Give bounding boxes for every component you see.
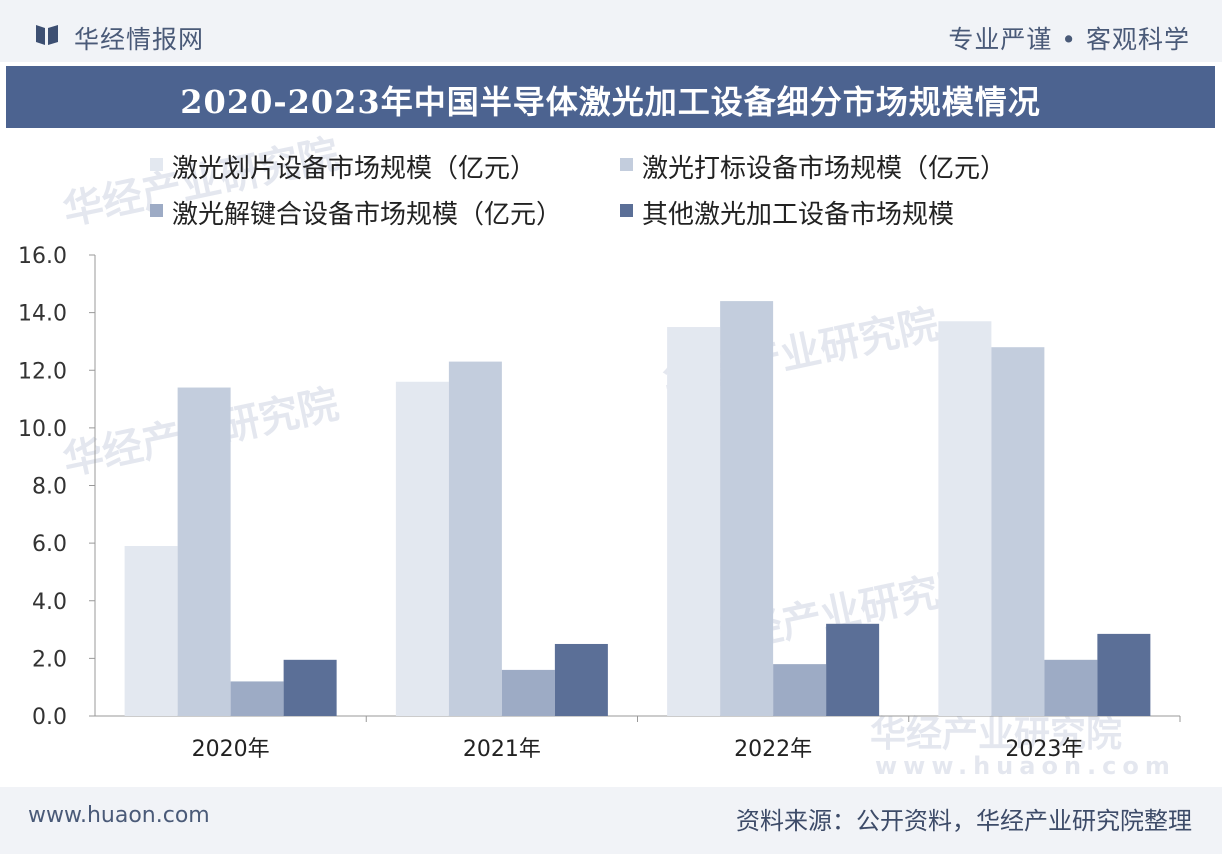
header-bar: 华经情报网 专业严谨 • 客观科学	[0, 0, 1222, 62]
bar	[1044, 659, 1098, 716]
footer-source: 资料来源：公开资料，华经产业研究院整理	[736, 807, 1192, 835]
bar	[230, 681, 284, 716]
x-tick-label: 2022年	[734, 737, 812, 762]
watermark-text: 华经产业研究院	[870, 714, 1123, 755]
y-tick-label: 8.0	[32, 475, 67, 500]
title-bar: 2020-2023年中国半导体激光加工设备细分市场规模情况	[6, 66, 1215, 128]
slogan: 专业严谨 • 客观科学	[948, 25, 1190, 54]
x-tick-label: 2020年	[192, 737, 270, 762]
y-tick-label: 16.0	[18, 244, 67, 269]
legend-swatch	[620, 204, 633, 217]
bar	[720, 301, 774, 716]
x-tick-label: 2021年	[463, 737, 541, 762]
bar	[773, 664, 827, 716]
y-tick-label: 2.0	[32, 647, 67, 672]
bar	[283, 659, 337, 716]
y-tick-label: 10.0	[18, 417, 67, 442]
bar	[124, 546, 178, 716]
footer-site: www.huaon.com	[28, 803, 210, 828]
legend-swatch	[150, 158, 163, 171]
y-tick-label: 0.0	[32, 705, 67, 730]
bar	[177, 387, 231, 716]
y-tick-label: 12.0	[18, 359, 67, 384]
bar	[991, 347, 1045, 716]
x-tick-label: 2023年	[1005, 737, 1083, 762]
chart-title: 2020-2023年中国半导体激光加工设备细分市场规模情况	[180, 83, 1041, 121]
bar	[448, 361, 502, 716]
legend-swatch	[620, 158, 633, 171]
chart-legend: 激光划片设备市场规模（亿元） 激光打标设备市场规模（亿元） 激光解键合设备市场规…	[150, 148, 1150, 238]
y-tick-label: 4.0	[32, 590, 67, 615]
bar	[501, 669, 555, 716]
y-tick-label: 6.0	[32, 532, 67, 557]
watermark-url: www.huaon.com	[875, 752, 1176, 780]
footer-bar: www.huaon.com 资料来源：公开资料，华经产业研究院整理	[0, 787, 1222, 854]
bar	[554, 643, 608, 716]
brand-name: 华经情报网	[74, 25, 205, 54]
legend-label: 其他激光加工设备市场规模	[642, 200, 955, 230]
legend-label: 激光解键合设备市场规模（亿元）	[172, 200, 563, 230]
y-tick-label: 14.0	[18, 302, 67, 327]
bar	[938, 321, 992, 716]
brand-logo-icon	[36, 25, 58, 45]
legend-swatch	[150, 204, 163, 217]
bar	[1097, 633, 1151, 716]
bar	[667, 327, 721, 716]
legend-label: 激光打标设备市场规模（亿元）	[642, 154, 1007, 184]
legend-label: 激光划片设备市场规模（亿元）	[172, 154, 537, 184]
bar	[395, 381, 449, 716]
bar	[826, 623, 880, 716]
